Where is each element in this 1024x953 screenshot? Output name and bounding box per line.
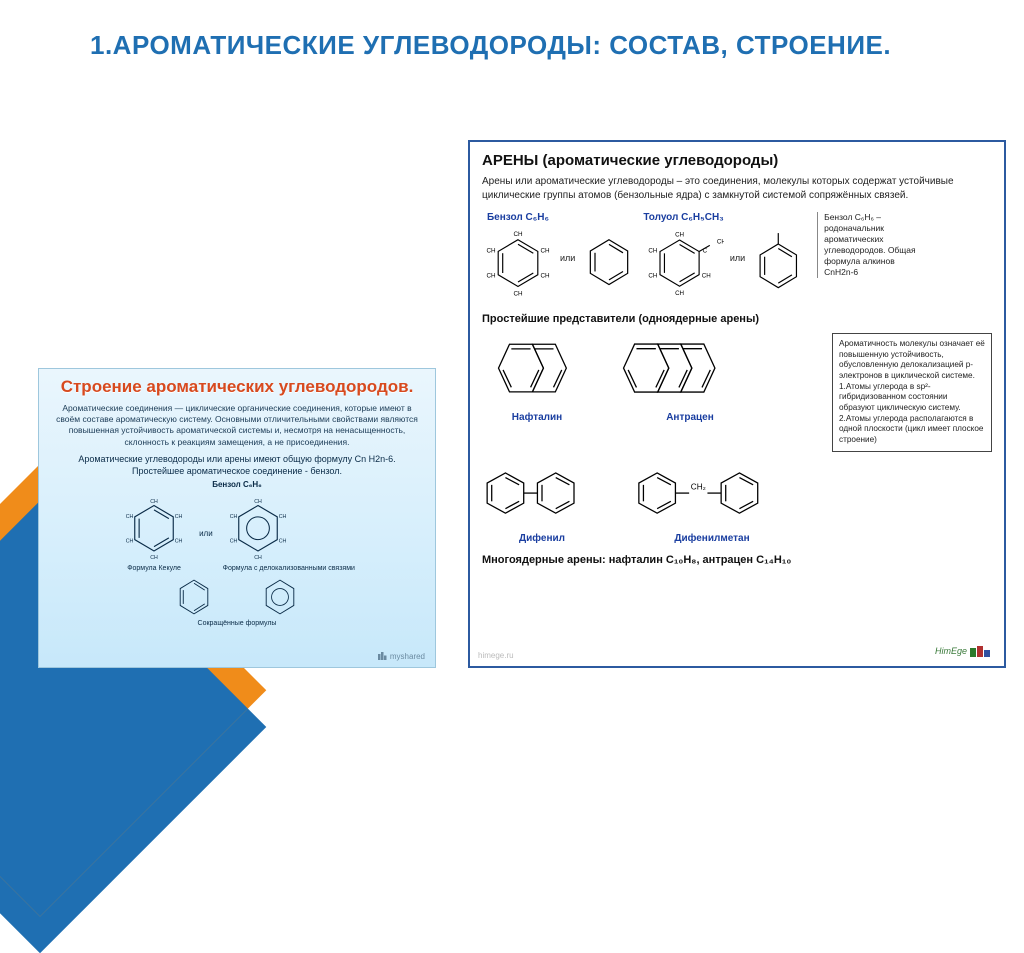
benzene-labeled-icon: CH CH CH CH CH CH	[482, 225, 554, 303]
small-circle-hex-icon	[257, 574, 303, 620]
svg-text:CH: CH	[513, 231, 523, 238]
svg-text:CH: CH	[486, 273, 496, 280]
myshared-icon	[377, 651, 387, 661]
himege-logo-text: HimEge	[935, 646, 967, 656]
benzene-label-left: Бензол C₆H₆	[49, 480, 425, 489]
svg-text:CH: CH	[229, 514, 237, 520]
svg-text:CH: CH	[701, 272, 710, 279]
svg-text:CH: CH	[513, 291, 523, 298]
left-panel: Строение ароматических углеводородов. Ар…	[38, 368, 436, 668]
svg-text:CH: CH	[175, 539, 183, 545]
cap-deloc: Формула с делокализованными связями	[223, 565, 355, 572]
right-sidebox: Бензол C₆H₆ – родоначальник ароматически…	[817, 212, 917, 278]
svg-text:CH: CH	[150, 555, 158, 561]
naphthalene-label: Нафталин	[482, 412, 592, 423]
svg-text:C: C	[702, 247, 707, 254]
svg-text:CH: CH	[254, 555, 262, 561]
himege-watermark: himege.ru	[478, 651, 514, 660]
left-formula: Ароматические углеводороды или арены име…	[49, 454, 425, 464]
toluene-plain-icon	[751, 225, 811, 303]
diphenylmethane-label: Дифенилметан	[632, 533, 792, 544]
svg-text:CH: CH	[229, 539, 237, 545]
naphthalene-icon	[482, 333, 592, 405]
or-word-1: или	[560, 253, 575, 263]
small-kekule-icon	[171, 574, 217, 620]
cap-kekule: Формула Кекуле	[119, 565, 189, 572]
right-panel: АРЕНЫ (ароматические углеводороды) Арены…	[468, 140, 1006, 668]
svg-text:CH: CH	[254, 499, 262, 505]
svg-text:CH: CH	[126, 514, 134, 520]
myshared-watermark: myshared	[377, 651, 425, 661]
right-title: АРЕНЫ (ароматические углеводороды)	[482, 152, 992, 169]
deloc-hex-icon: CH CH CH CH CH CH	[223, 495, 293, 565]
anthracene-icon	[610, 333, 770, 405]
books-icon	[970, 644, 992, 658]
cap-short: Сокращённые формулы	[49, 620, 425, 627]
himege-logo: HimEge	[935, 644, 992, 658]
svg-text:CH: CH	[540, 273, 550, 280]
or-word-left: или	[199, 529, 213, 538]
svg-text:CH₂: CH₂	[691, 482, 706, 491]
svg-text:CH: CH	[278, 514, 286, 520]
svg-text:CH₃: CH₃	[716, 239, 723, 246]
right-row3: Дифенил CH₂ Дифенилметан	[482, 462, 992, 544]
left-panel-desc: Ароматические соединения — циклические о…	[49, 403, 425, 449]
kekule-hex-icon: CH CH CH CH CH CH	[119, 495, 189, 565]
svg-text:CH: CH	[278, 539, 286, 545]
right-row2: Нафталин Антрацен Ароматичность мо	[482, 333, 992, 452]
right-desc: Арены или ароматические углеводороды – э…	[482, 175, 992, 202]
svg-text:CH: CH	[126, 539, 134, 545]
mid-heading: Простейшие представители (одноядерные ар…	[482, 313, 992, 325]
svg-text:CH: CH	[648, 247, 657, 254]
benzene-label: Бензол C₆H₆	[482, 212, 554, 223]
left-panel-title: Строение ароматических углеводородов.	[49, 377, 425, 397]
svg-text:CH: CH	[648, 272, 657, 279]
myshared-text: myshared	[390, 652, 425, 661]
svg-text:CH: CH	[486, 247, 496, 254]
left-chem-row: CH CH CH CH CH CH Формула Кекуле или CH …	[49, 495, 425, 572]
svg-text:CH: CH	[675, 231, 684, 238]
right-row1: Бензол C₆H₆ CH CH CH CH CH CH или .	[482, 212, 992, 303]
anthracene-label: Антрацен	[610, 412, 770, 423]
biphenyl-label: Дифенил	[482, 533, 602, 544]
svg-text:CH: CH	[175, 514, 183, 520]
toluene-label: Толуол C₆H₅CH₃	[643, 212, 724, 223]
left-bottom-row	[49, 574, 425, 620]
biphenyl-icon	[482, 462, 602, 526]
svg-text:CH: CH	[540, 247, 550, 254]
page-title: 1.АРОМАТИЧЕСКИЕ УГЛЕВОДОРОДЫ: СОСТАВ, СТ…	[90, 28, 964, 63]
toluene-labeled-icon: CH₃ CH C CH CH CH CH	[644, 225, 724, 303]
aromaticity-box: Ароматичность молекулы означает её повыш…	[832, 333, 992, 452]
svg-text:CH: CH	[150, 499, 158, 505]
benzene-plain-icon	[581, 225, 637, 303]
left-sub: Простейшее ароматическое соединение - бе…	[49, 466, 425, 476]
svg-text:CH: CH	[675, 290, 684, 297]
diphenylmethane-icon: CH₂	[632, 462, 792, 526]
or-word-2: или	[730, 253, 745, 263]
right-footer: Многоядерные арены: нафталин C₁₀H₈, антр…	[482, 554, 992, 566]
